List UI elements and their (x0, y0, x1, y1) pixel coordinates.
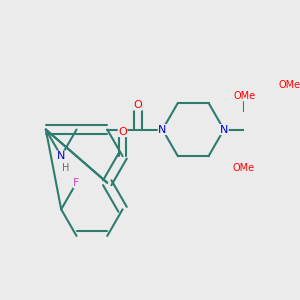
Text: OMe: OMe (233, 91, 255, 101)
Text: N: N (220, 124, 228, 134)
Text: N: N (158, 124, 167, 134)
Text: N: N (57, 151, 65, 161)
Text: H: H (62, 163, 69, 172)
Text: OMe: OMe (232, 163, 254, 173)
Text: O: O (134, 100, 142, 110)
Text: OMe: OMe (278, 80, 300, 90)
Text: F: F (73, 178, 80, 188)
Text: O: O (118, 127, 127, 136)
